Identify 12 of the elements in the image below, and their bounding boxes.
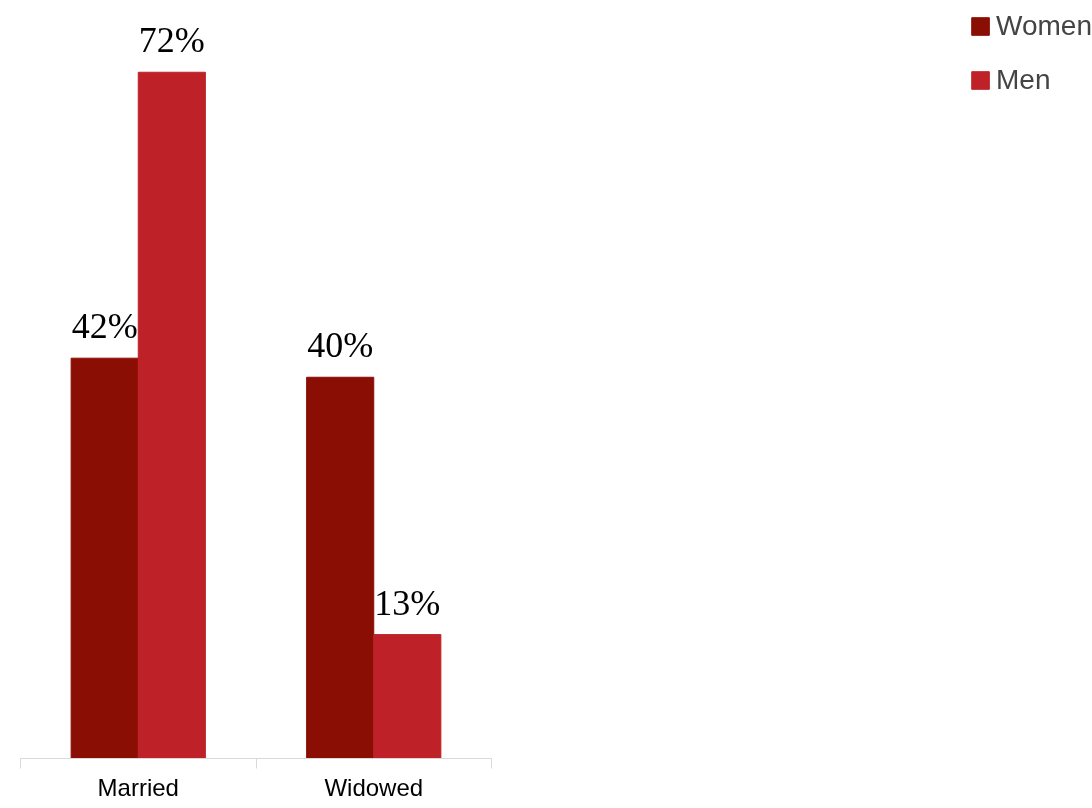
- legend-label: Women: [996, 10, 1092, 42]
- bar: [70, 357, 139, 759]
- x-tick-label: Married: [97, 773, 179, 801]
- x-tick-label: Widowed: [324, 773, 424, 801]
- data-label: 42%: [71, 306, 138, 347]
- legend-label: Men: [996, 64, 1051, 96]
- bar: [306, 376, 375, 759]
- data-label: 13%: [374, 582, 441, 623]
- data-label: 40%: [307, 325, 374, 366]
- bar: [373, 634, 442, 759]
- data-label: 72%: [138, 20, 205, 61]
- bar: [137, 71, 206, 759]
